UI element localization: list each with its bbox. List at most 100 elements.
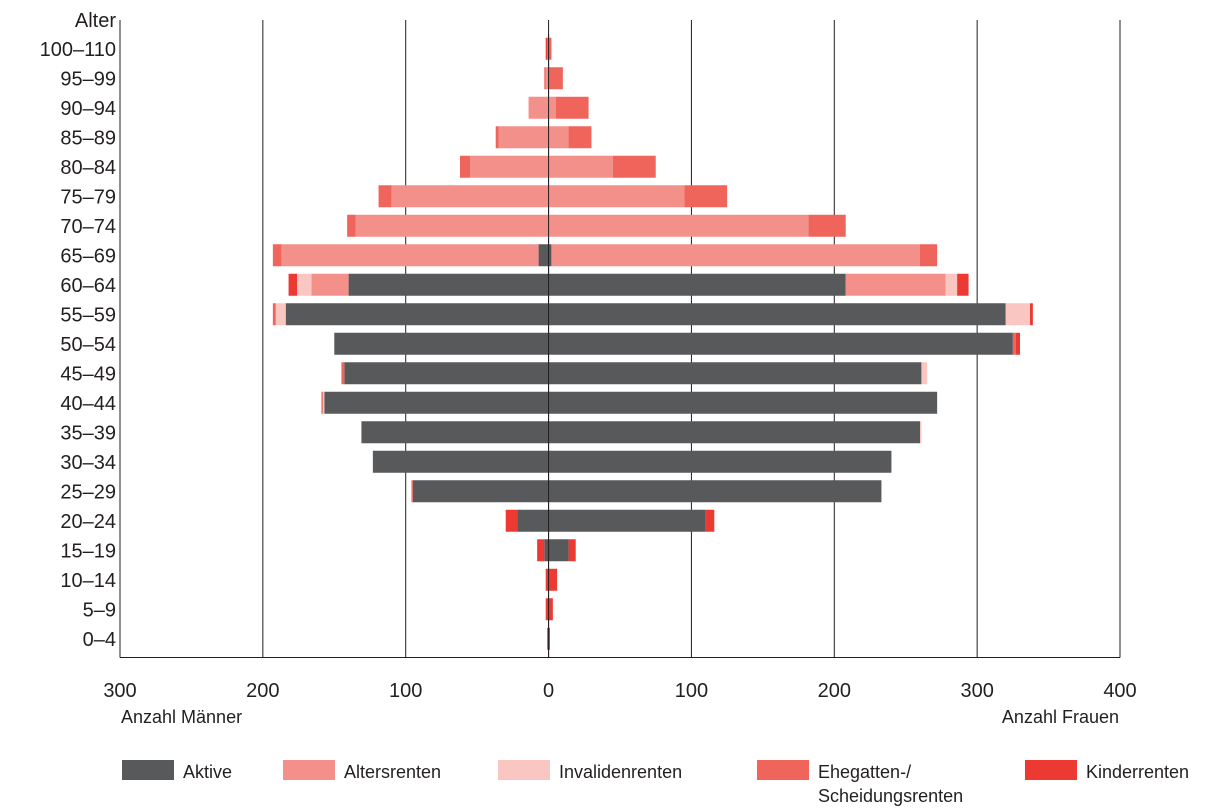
- bar-women-20–24-s4: [705, 509, 715, 532]
- bar-men-60–64-s1: [311, 273, 349, 296]
- bar-men-25–29-s0: [412, 480, 549, 503]
- bar-women-60–64-s1: [845, 273, 946, 296]
- age-label-65–69: 65–69: [60, 245, 116, 267]
- legend-swatch-3: [757, 760, 809, 780]
- y-axis-title: Alter: [75, 10, 116, 32]
- bar-men-45–49-s0: [344, 362, 549, 385]
- legend-swatch-4: [1025, 760, 1077, 780]
- age-label-75–79: 75–79: [60, 186, 116, 208]
- bar-women-65–69-s3: [920, 244, 938, 267]
- age-group-labels: 0–4 5–9 10–14 15–19 20–24 25–29 30–34 35–39 40–4…: [40, 39, 116, 651]
- bar-women-55–59-s0: [548, 303, 1006, 326]
- bar-men-40–44-s3: [321, 391, 323, 414]
- age-label-55–59: 55–59: [60, 304, 116, 326]
- bar-women-60–64-s4: [957, 273, 969, 296]
- bar-women-50–54-s4: [1015, 332, 1020, 355]
- bar-men-15–19-s4: [537, 539, 545, 562]
- bar-men-40–44-s2: [322, 391, 325, 414]
- age-label-45–49: 45–49: [60, 363, 116, 385]
- bar-women-45–49-s0: [548, 362, 922, 385]
- bar-women-75–79-s1: [548, 185, 685, 208]
- bar-men-60–64-s0: [348, 273, 549, 296]
- bar-women-95–99-s3: [548, 67, 563, 90]
- age-label-95–99: 95–99: [60, 68, 116, 90]
- bar-men-90–94-s1: [528, 96, 549, 119]
- bar-men-95–99-s1: [545, 67, 549, 90]
- bar-men-45–49-s3: [341, 362, 345, 385]
- bar-men-15–19-s0: [544, 539, 549, 562]
- x-tick-7: 400: [1103, 680, 1136, 702]
- bar-men-55–59-s0: [285, 303, 549, 326]
- bar-women-10–14-s4: [548, 568, 558, 591]
- bar-men-55–59-s3: [272, 303, 276, 326]
- legend-label-1: Altersrenten: [344, 762, 441, 782]
- bar-men-0–4-s4: [547, 627, 549, 650]
- bar-women-90–94-s1: [548, 96, 556, 119]
- bar-women-40–44-s0: [548, 391, 938, 414]
- bar-women-60–64-s0: [548, 273, 846, 296]
- bar-women-70–74-s1: [548, 214, 809, 237]
- bar-women-85–89-s1: [548, 126, 569, 149]
- bar-women-35–39-s0: [548, 421, 920, 444]
- age-label-70–74: 70–74: [60, 216, 116, 238]
- age-label-90–94: 90–94: [60, 98, 116, 120]
- x-tick-5: 200: [818, 680, 851, 702]
- bar-men-40–44-s0: [324, 391, 549, 414]
- bar-women-65–69-s1: [551, 244, 920, 267]
- bar-men-60–64-s4: [288, 273, 298, 296]
- age-label-100–110: 100–110: [40, 39, 116, 61]
- bar-women-85–89-s3: [568, 126, 592, 149]
- bar-women-35–39-s2: [920, 421, 922, 444]
- bar-women-30–34-s0: [548, 450, 892, 473]
- bar-women-100–110-s3: [548, 37, 552, 60]
- men-axis-label: Anzahl Männer: [121, 707, 242, 727]
- age-label-60–64: 60–64: [60, 275, 116, 297]
- bar-men-95–99-s3: [544, 67, 546, 90]
- bar-men-65–69-s1: [281, 244, 539, 267]
- bar-men-65–69-s3: [272, 244, 282, 267]
- legend-swatch-0: [122, 760, 174, 780]
- bar-men-85–89-s3: [495, 126, 499, 149]
- bar-men-100–110-s4: [545, 37, 548, 60]
- bar-women-55–59-s4: [1030, 303, 1033, 326]
- legend-label-0: Aktive: [183, 762, 232, 782]
- bar-women-75–79-s3: [684, 185, 728, 208]
- bar-women-50–54-s3: [1012, 332, 1016, 355]
- x-tick-4: 100: [675, 680, 708, 702]
- bar-men-100–110-s3: [547, 37, 549, 60]
- legend: Aktive Altersrenten Invalidenrenten Ehegatt…: [122, 760, 1189, 806]
- age-label-5–9: 5–9: [83, 599, 116, 621]
- age-label-15–19: 15–19: [60, 540, 116, 562]
- bar-women-0–4-s4: [548, 627, 550, 650]
- bars: [272, 34, 1033, 658]
- bar-women-5–9-s4: [548, 598, 553, 621]
- bar-men-75–79-s3: [378, 185, 392, 208]
- age-label-35–39: 35–39: [60, 422, 116, 444]
- x-tick-1: 200: [246, 680, 279, 702]
- bar-men-65–69-s0: [538, 244, 549, 267]
- bar-men-5–9-s4: [545, 598, 549, 621]
- bar-men-25–29-s3: [411, 480, 413, 503]
- bar-men-35–39-s0: [361, 421, 549, 444]
- age-label-80–84: 80–84: [60, 157, 116, 179]
- bar-women-20–24-s0: [548, 509, 706, 532]
- age-label-10–14: 10–14: [60, 570, 116, 592]
- x-tick-3: 0: [543, 680, 554, 702]
- bar-men-50–54-s0: [334, 332, 549, 355]
- bar-women-25–29-s0: [548, 480, 882, 503]
- bar-women-70–74-s3: [808, 214, 846, 237]
- x-tick-2: 100: [389, 680, 422, 702]
- bar-men-70–74-s3: [347, 214, 356, 237]
- age-label-25–29: 25–29: [60, 481, 116, 503]
- bar-women-90–94-s3: [555, 96, 589, 119]
- legend-label-3: Ehegatten-/Scheidungsrenten: [818, 762, 963, 806]
- bar-women-80–84-s3: [612, 155, 656, 178]
- bar-women-45–49-s2: [921, 362, 928, 385]
- bar-men-20–24-s0: [517, 509, 549, 532]
- legend-swatch-2: [498, 760, 550, 780]
- bar-women-65–69-s0: [548, 244, 552, 267]
- bar-women-15–19-s4: [568, 539, 576, 562]
- bar-men-80–84-s1: [470, 155, 549, 178]
- bar-women-60–64-s2: [945, 273, 958, 296]
